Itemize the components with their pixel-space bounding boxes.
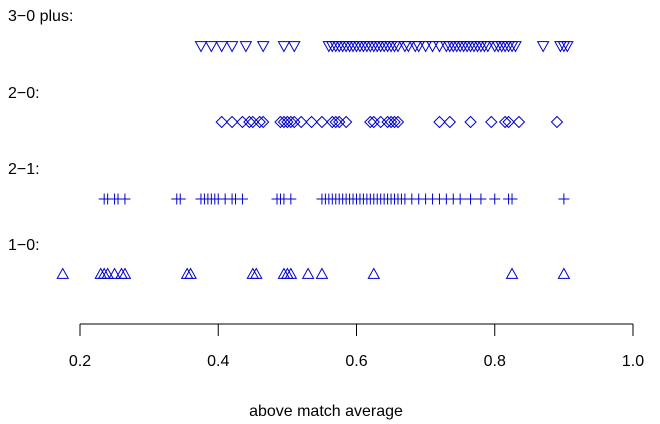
series-1: 2−0: — [8, 85, 564, 129]
data-point — [243, 115, 256, 129]
data-point — [502, 115, 515, 129]
data-point — [281, 115, 294, 129]
data-point — [284, 115, 298, 129]
data-point — [465, 193, 477, 205]
data-point — [419, 41, 432, 53]
data-point — [326, 115, 339, 129]
x-tick-label: 0.4 — [207, 353, 229, 370]
data-point — [433, 41, 446, 53]
data-point — [558, 193, 570, 205]
data-point — [239, 41, 253, 53]
x-tick-label: 1.0 — [622, 353, 644, 370]
data-point — [184, 267, 197, 279]
data-point — [236, 115, 249, 129]
data-point — [384, 115, 398, 129]
data-point — [256, 41, 270, 53]
data-point — [506, 193, 518, 205]
data-point — [225, 41, 239, 53]
data-point — [498, 115, 512, 129]
data-point — [225, 115, 239, 129]
x-tick-label: 0.8 — [484, 353, 506, 370]
data-point — [381, 115, 394, 129]
data-point — [246, 115, 260, 129]
data-point — [412, 41, 426, 53]
data-point — [475, 193, 487, 205]
data-point — [333, 115, 346, 129]
data-point — [285, 193, 297, 205]
data-point — [287, 41, 301, 53]
data-point — [536, 41, 550, 53]
x-axis-label: above match average — [249, 403, 403, 420]
data-point — [509, 41, 522, 53]
data-point — [401, 41, 415, 53]
data-point — [294, 115, 308, 129]
data-point — [367, 267, 381, 279]
data-point — [315, 267, 329, 279]
data-point — [426, 41, 439, 53]
data-point — [288, 115, 301, 129]
data-point — [374, 115, 387, 129]
series-label: 2−0: — [8, 85, 40, 102]
data-point — [391, 115, 405, 129]
x-tick-label: 0.6 — [345, 353, 367, 370]
data-point — [249, 267, 263, 279]
data-point — [367, 115, 380, 129]
data-point — [277, 41, 291, 53]
data-point — [301, 267, 315, 279]
data-point — [364, 115, 377, 129]
data-point — [256, 115, 270, 129]
data-point — [204, 41, 218, 53]
data-point — [485, 115, 498, 129]
x-tick-label: 0.2 — [69, 353, 91, 370]
series-label: 3−0 plus: — [8, 8, 73, 25]
series-0: 3−0 plus: — [8, 8, 574, 53]
data-point — [489, 193, 501, 205]
data-point — [215, 115, 228, 129]
data-point — [56, 267, 70, 279]
data-point — [391, 41, 405, 53]
data-point — [464, 115, 477, 129]
data-point — [443, 115, 457, 129]
data-point — [215, 41, 229, 53]
data-point — [481, 41, 495, 53]
data-point — [560, 41, 574, 53]
data-point — [315, 115, 329, 129]
data-point — [433, 115, 446, 129]
data-point — [174, 193, 186, 205]
data-point — [194, 41, 208, 53]
series-3: 1−0: — [8, 237, 571, 279]
series-label: 1−0: — [8, 237, 40, 254]
data-point — [388, 115, 401, 129]
data-point — [550, 115, 564, 129]
data-point — [108, 267, 121, 279]
data-point — [305, 115, 318, 129]
data-point — [505, 267, 519, 279]
data-point — [101, 267, 114, 279]
series-label: 2−1: — [8, 161, 40, 178]
data-point — [119, 193, 131, 205]
data-point — [277, 115, 291, 129]
x-axis: 0.2 0.4 0.6 0.8 1.0 — [69, 323, 644, 370]
data-point — [339, 115, 353, 129]
data-point — [557, 267, 571, 279]
data-point — [274, 115, 287, 129]
data-point — [236, 193, 248, 205]
strips: 3−0 plus: 2−0: 2−1: 1−0: — [8, 8, 574, 279]
data-point — [329, 115, 342, 129]
data-point — [118, 267, 132, 279]
data-point — [512, 115, 526, 129]
data-point — [454, 193, 466, 205]
data-point — [253, 115, 266, 129]
data-point — [284, 267, 298, 279]
series-2: 2−1: — [8, 161, 570, 205]
